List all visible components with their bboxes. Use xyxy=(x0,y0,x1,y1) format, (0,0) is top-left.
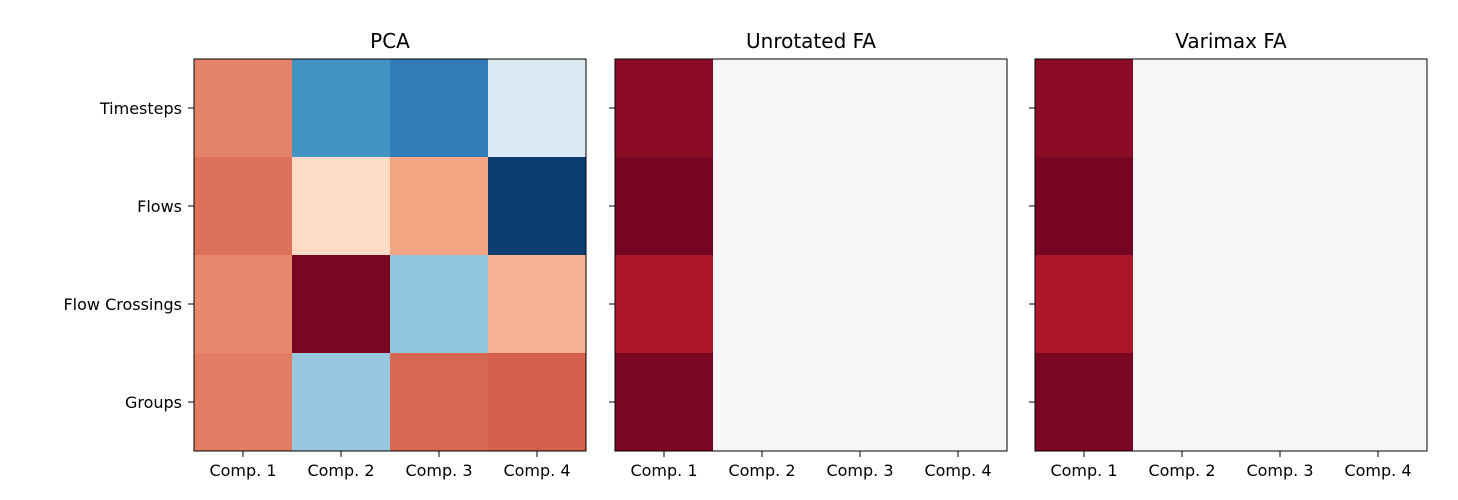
heatmap-cell-r1-c2 xyxy=(390,157,489,256)
x-tick-label-comp-3: Comp. 3 xyxy=(405,461,472,480)
heatmap-cell-r2-c3 xyxy=(488,255,587,354)
heatmap-cell-r0-c0 xyxy=(194,59,293,158)
x-tick-label-comp-1: Comp. 1 xyxy=(630,461,697,480)
heatmap-cell-r3-c3 xyxy=(909,353,1008,452)
heatmap-cell-r2-c0 xyxy=(615,255,714,354)
plot-frame xyxy=(1034,58,1428,452)
heatmap-cell-r1-c3 xyxy=(488,157,587,256)
heatmap-cell-r0-c1 xyxy=(1133,59,1232,158)
heatmap-cell-r2-c0 xyxy=(194,255,293,354)
x-tick-label-comp-4: Comp. 4 xyxy=(1344,461,1411,480)
heatmap-cell-r1-c0 xyxy=(194,157,293,256)
chart-title: PCA xyxy=(370,29,410,53)
heatmap-cell-r0-c3 xyxy=(909,59,1008,158)
heatmap-cell-r2-c2 xyxy=(390,255,489,354)
heatmap-cell-r3-c2 xyxy=(811,353,910,452)
x-tick-label-comp-2: Comp. 2 xyxy=(728,461,795,480)
x-tick-label-comp-2: Comp. 2 xyxy=(307,461,374,480)
chart-title: Unrotated FA xyxy=(746,29,876,53)
heatmap-cell-r0-c1 xyxy=(713,59,812,158)
heatmap-cell-r2-c1 xyxy=(292,255,391,354)
heatmap-cell-r1-c0 xyxy=(615,157,714,256)
pca-panel: PCA Comp. 1 Comp. 2 Comp. 3 Comp. 4 Timesteps… xyxy=(63,29,587,480)
x-tick-label-comp-4: Comp. 4 xyxy=(503,461,570,480)
heatmap-cell-r0-c0 xyxy=(1035,59,1134,158)
unrotated-fa-panel: Unrotated FA Comp. 1 Comp. 2 Comp. 3 Comp. 4 xyxy=(609,29,1008,480)
heatmap-cell-r0-c3 xyxy=(1329,59,1428,158)
plot-frame xyxy=(193,58,587,452)
heatmap-cell-r0-c3 xyxy=(488,59,587,158)
heatmap-cell-r3-c1 xyxy=(713,353,812,452)
heatmap-cell-r3-c3 xyxy=(488,353,587,452)
heatmap-cell-r1-c0 xyxy=(1035,157,1134,256)
heatmap-cell-r3-c3 xyxy=(1329,353,1428,452)
x-tick-label-comp-4: Comp. 4 xyxy=(924,461,991,480)
heatmap-cell-r2-c1 xyxy=(713,255,812,354)
plot-frame xyxy=(614,58,1008,452)
heatmap-cell-r1-c1 xyxy=(713,157,812,256)
heatmap-cell-r2-c0 xyxy=(1035,255,1134,354)
y-tick-label-flows: Flows xyxy=(137,197,182,216)
heatmap-cell-r3-c1 xyxy=(292,353,391,452)
heatmap-cell-r1-c1 xyxy=(1133,157,1232,256)
heatmap-cell-r2-c1 xyxy=(1133,255,1232,354)
x-tick-label-comp-1: Comp. 1 xyxy=(1050,461,1117,480)
heatmap-cell-r0-c1 xyxy=(292,59,391,158)
heatmap-cell-r3-c0 xyxy=(615,353,714,452)
heatmap-cell-r2-c3 xyxy=(909,255,1008,354)
heatmap-cell-r2-c3 xyxy=(1329,255,1428,354)
y-tick-label-groups: Groups xyxy=(125,393,182,412)
heatmap-cell-r3-c0 xyxy=(1035,353,1134,452)
heatmap-cell-r0-c2 xyxy=(390,59,489,158)
x-tick-label-comp-3: Comp. 3 xyxy=(826,461,893,480)
x-tick-label-comp-2: Comp. 2 xyxy=(1148,461,1215,480)
heatmap-cell-r2-c2 xyxy=(811,255,910,354)
heatmap-cell-r3-c2 xyxy=(390,353,489,452)
chart-title: Varimax FA xyxy=(1175,29,1287,53)
heatmap-cell-r1-c3 xyxy=(909,157,1008,256)
y-tick-label-timesteps: Timesteps xyxy=(99,99,182,118)
heatmap-cell-r1-c2 xyxy=(811,157,910,256)
heatmap-cell-r2-c2 xyxy=(1231,255,1330,354)
heatmap-cell-r0-c0 xyxy=(615,59,714,158)
y-tick-label-flow-crossings: Flow Crossings xyxy=(63,295,182,314)
heatmap-cell-r3-c0 xyxy=(194,353,293,452)
heatmap-cell-r1-c1 xyxy=(292,157,391,256)
heatmap-cell-r1-c3 xyxy=(1329,157,1428,256)
heatmap-cell-r1-c2 xyxy=(1231,157,1330,256)
x-tick-label-comp-3: Comp. 3 xyxy=(1246,461,1313,480)
heatmap-cell-r3-c1 xyxy=(1133,353,1232,452)
heatmap-cell-r3-c2 xyxy=(1231,353,1330,452)
heatmap-cell-r0-c2 xyxy=(811,59,910,158)
x-tick-label-comp-1: Comp. 1 xyxy=(209,461,276,480)
varimax-fa-panel: Varimax FA Comp. 1 Comp. 2 Comp. 3 Comp. 4 xyxy=(1029,29,1428,480)
heatmap-cell-r0-c2 xyxy=(1231,59,1330,158)
